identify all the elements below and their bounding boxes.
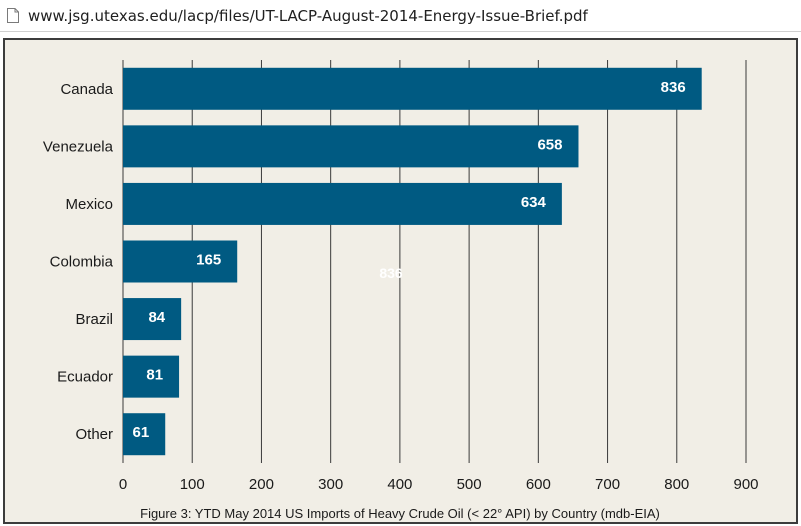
bar-brazil [123, 298, 182, 341]
category-label: Brazil [75, 311, 113, 328]
bar-value-label: 836 [661, 79, 686, 96]
document-icon [7, 8, 19, 23]
bar-colombia [123, 240, 238, 283]
x-tick-label: 400 [387, 476, 412, 493]
bars [123, 67, 702, 456]
category-label: Ecuador [57, 369, 113, 386]
bar-value-label: 634 [521, 194, 547, 211]
address-bar[interactable]: www.jsg.utexas.edu/lacp/files/UT-LACP-Au… [0, 0, 801, 32]
bar-value-label: 658 [537, 136, 562, 153]
x-tick-label: 900 [733, 476, 758, 493]
x-tick-labels: 0 100 200 300 400 500 600 700 800 900 [119, 476, 759, 493]
category-label: Mexico [65, 196, 113, 213]
figure-caption: Figure 3: YTD May 2014 US Imports of Hea… [140, 506, 660, 521]
bar-value-label: 165 [196, 251, 221, 268]
bar-mexico [123, 182, 562, 225]
category-label: Other [75, 426, 113, 443]
x-tick-label: 0 [119, 476, 127, 493]
x-tick-label: 800 [664, 476, 689, 493]
x-tick-label: 300 [318, 476, 343, 493]
x-tick-label: 600 [526, 476, 551, 493]
bar-value-label: 81 [146, 367, 163, 384]
bar-canada [123, 67, 702, 110]
x-tick-label: 200 [249, 476, 274, 493]
category-label: Venezuela [43, 138, 114, 155]
bar-value-labels: 836 658 634 165 84 81 61 [133, 79, 686, 441]
x-tick-label: 700 [595, 476, 620, 493]
category-labels: Canada Venezuela Mexico Colombia Brazil Ecuad… [43, 81, 114, 443]
category-label: Colombia [50, 253, 114, 270]
bar-other [123, 413, 166, 456]
category-label: Canada [60, 81, 113, 98]
x-tick-label: 100 [180, 476, 205, 493]
x-tick-label: 500 [457, 476, 482, 493]
bar-value-label: 61 [133, 424, 150, 441]
url-text[interactable]: www.jsg.utexas.edu/lacp/files/UT-LACP-Au… [28, 6, 588, 25]
bar-ecuador [123, 355, 180, 398]
stray-value-label: 836 [379, 265, 403, 281]
bar-value-label: 84 [148, 309, 165, 326]
bar-venezuela [123, 125, 579, 168]
